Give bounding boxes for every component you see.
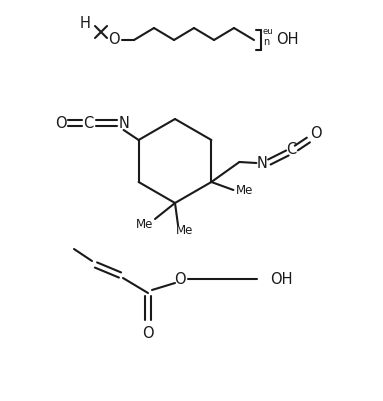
Text: C: C	[286, 142, 296, 158]
Text: Me: Me	[176, 225, 194, 237]
Text: Me: Me	[236, 184, 253, 196]
Text: C: C	[83, 115, 94, 130]
Text: O: O	[108, 32, 120, 47]
Text: OH: OH	[270, 271, 293, 286]
Text: eu: eu	[263, 28, 273, 36]
Text: H: H	[80, 16, 90, 32]
Text: N: N	[257, 156, 268, 172]
Text: O: O	[174, 271, 186, 286]
Text: Me: Me	[136, 219, 154, 231]
Text: N: N	[118, 115, 129, 130]
Text: OH: OH	[276, 32, 298, 47]
Text: O: O	[311, 126, 322, 142]
Text: O: O	[55, 115, 66, 130]
Text: O: O	[142, 326, 154, 340]
Text: n: n	[263, 37, 269, 47]
